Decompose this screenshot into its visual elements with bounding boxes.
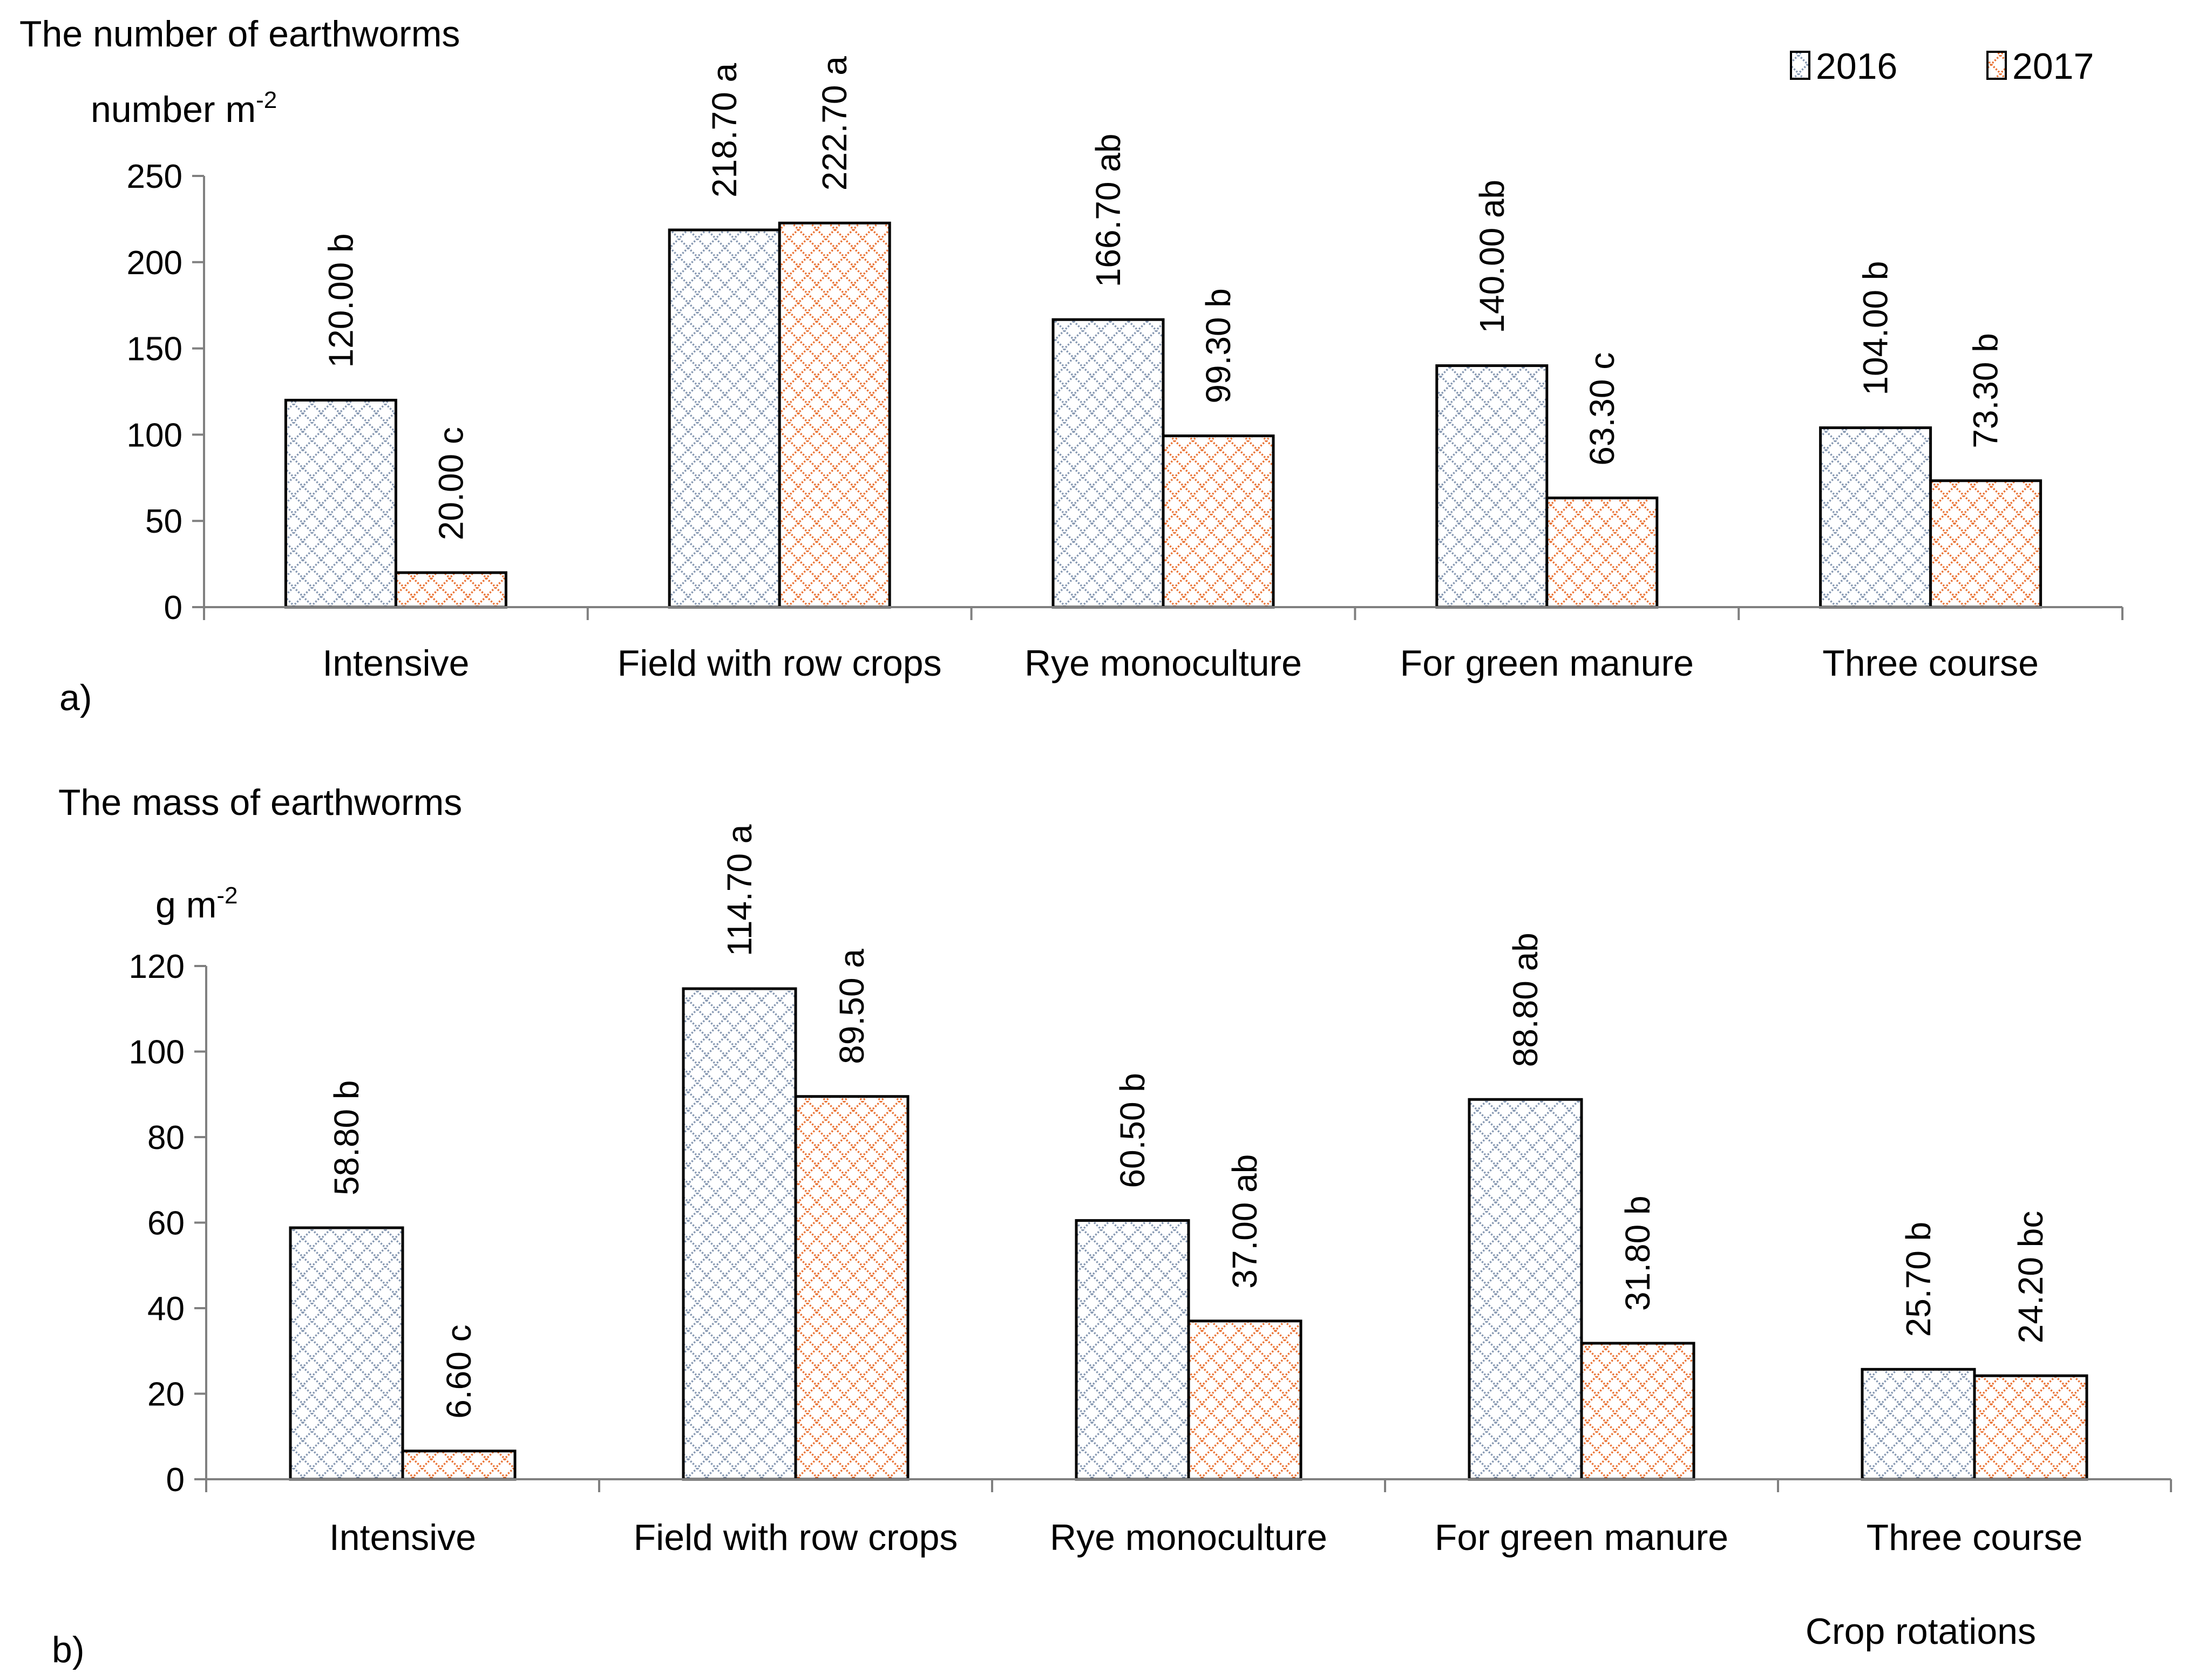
data-label: 25.70 b [1899, 1222, 1938, 1337]
data-label: 6.60 c [439, 1324, 478, 1418]
bars [289, 987, 2088, 1481]
panel-label: b) [52, 1629, 84, 1670]
data-labels: 120.00 b 20.00 c 218.70 a 222.70 a 166.70 ab… [321, 56, 2005, 540]
x-tick-label: Field with row crops [618, 643, 942, 684]
legend-swatch-2017 [1986, 51, 2007, 80]
data-label: 88.80 ab [1506, 933, 1545, 1067]
data-label: 222.70 a [815, 56, 854, 191]
y-tick-label: 20 [147, 1376, 185, 1413]
data-label: 60.50 b [1113, 1073, 1152, 1188]
x-tick-label: Three course [1867, 1517, 2083, 1558]
x-tick-label: Intensive [322, 643, 469, 684]
bar-2016-intensive [284, 398, 397, 609]
bars [284, 221, 2042, 609]
x-tick-label: Rye monoculture [1024, 643, 1302, 684]
y-tick-label: 120 [129, 948, 185, 985]
x-axis-tick-labels: Intensive Field with row crops Rye monocul… [329, 1517, 2082, 1558]
y-tick-label: 50 [145, 503, 182, 540]
bar-2017-three-course [1929, 479, 2042, 609]
x-axis-tick-labels: Intensive Field with row crops Rye monocul… [322, 643, 2039, 684]
bar-2017-rye-monoculture [1162, 434, 1275, 609]
y-axis-label: number m-2 [91, 87, 277, 130]
bar-2016-field-with-row-crops [668, 228, 781, 609]
bar-2017-for-green-manure [1580, 1342, 1695, 1481]
y-tick-label: 200 [127, 244, 182, 282]
data-label: 24.20 bc [2011, 1211, 2050, 1344]
bar-2016-rye-monoculture [1075, 1219, 1190, 1481]
bar-2016-three-course [1861, 1368, 1976, 1481]
x-tick-label: Intensive [329, 1517, 476, 1558]
data-labels: 58.80 b 6.60 c 114.70 a 89.50 a 60.50 b 37.00… [327, 824, 2050, 1418]
data-label: 166.70 ab [1089, 134, 1128, 288]
bar-2016-field-with-row-crops [682, 987, 797, 1481]
y-tick-label: 150 [127, 331, 182, 368]
x-axis-label: Crop rotations [1806, 1611, 2036, 1652]
data-label: 104.00 b [1856, 261, 1895, 395]
y-tick-label: 100 [127, 417, 182, 454]
data-label: 58.80 b [327, 1080, 366, 1195]
legend-label-2017: 2017 [2012, 46, 2094, 87]
y-tick-label: 80 [147, 1119, 185, 1157]
bar-2017-field-with-row-crops [778, 221, 891, 609]
y-tick-label: 250 [127, 158, 182, 195]
bar-2016-rye-monoculture [1051, 318, 1165, 609]
bar-2017-three-course [1973, 1374, 2088, 1481]
data-label: 99.30 b [1199, 288, 1238, 404]
chart-title: The number of earthworms [19, 13, 460, 55]
data-label: 89.50 a [832, 949, 871, 1064]
axes [203, 176, 2123, 620]
y-tick-label: 100 [129, 1034, 185, 1071]
axes [205, 966, 2172, 1492]
bar-2016-intensive [289, 1226, 404, 1481]
bar-2016-three-course [1819, 426, 1932, 609]
bar-2017-for-green-manure [1545, 496, 1659, 609]
data-label: 120.00 b [321, 233, 360, 368]
chart-panel-a: The number of earthworms number m-2 a) 2… [19, 13, 2123, 718]
data-label: 73.30 b [1966, 333, 2005, 448]
panel-label: a) [59, 677, 92, 718]
data-label: 63.30 c [1583, 352, 1621, 466]
data-label: 31.80 b [1618, 1195, 1657, 1311]
bar-2016-for-green-manure [1468, 1098, 1583, 1481]
data-label: 20.00 c [431, 427, 470, 540]
y-tick-label: 60 [147, 1205, 185, 1242]
legend-label-2016: 2016 [1816, 46, 1897, 87]
x-tick-label: Field with row crops [634, 1517, 958, 1558]
data-label: 37.00 ab [1225, 1154, 1264, 1289]
legend-swatch-2016 [1790, 51, 1810, 80]
bar-2017-intensive [401, 1450, 517, 1481]
data-label: 114.70 a [720, 824, 759, 956]
x-tick-label: For green manure [1400, 643, 1694, 684]
y-tick-label: 0 [166, 1461, 185, 1499]
bar-2017-rye-monoculture [1187, 1319, 1302, 1481]
bar-2017-intensive [394, 571, 507, 609]
bar-2017-field-with-row-crops [794, 1095, 910, 1481]
y-axis-label: g m-2 [155, 882, 238, 926]
data-label: 218.70 a [705, 63, 744, 198]
y-tick-label: 0 [164, 589, 182, 627]
x-tick-label: Three course [1822, 643, 2039, 684]
chart-panel-b: The mass of earthworms g m-2 b) Crop rot… [52, 782, 2172, 1670]
legend: 2016 2017 [1790, 46, 2094, 87]
x-tick-label: Rye monoculture [1050, 1517, 1327, 1558]
y-axis-ticks: 0 20 40 60 80 100 120 [129, 948, 206, 1499]
chart-title: The mass of earthworms [58, 782, 462, 823]
data-label: 140.00 ab [1472, 180, 1511, 334]
bar-2016-for-green-manure [1435, 364, 1549, 609]
y-axis-ticks: 0 50 100 150 200 250 [127, 158, 204, 627]
x-tick-label: For green manure [1435, 1517, 1728, 1558]
y-tick-label: 40 [147, 1290, 185, 1328]
